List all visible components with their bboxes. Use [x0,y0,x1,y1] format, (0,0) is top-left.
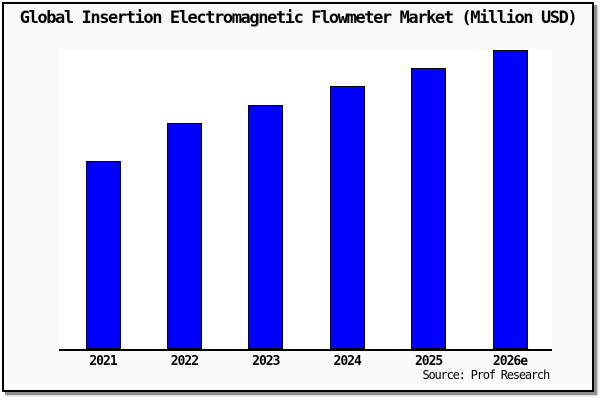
bar-2022 [167,123,202,349]
bar-2021 [86,161,121,349]
bar-2023 [248,105,283,349]
x-tick-label-2026e: 2026e [492,354,528,369]
chart-card: Global Insertion Electromagnetic Flowmet… [2,2,594,392]
x-axis-labels: 2021 2022 2023 2024 2025 2026e [59,354,552,372]
x-tick-label-2022: 2022 [170,354,199,369]
bar-2026e [493,50,528,349]
x-tick-label-2021: 2021 [89,354,117,369]
source-credit: Source: Prof Research [422,368,550,382]
bar-2025 [411,68,446,349]
bar-2024 [330,86,365,349]
x-tick-label-2025: 2025 [414,354,443,369]
x-tick-label-2024: 2024 [333,354,362,369]
x-tick-label-2023: 2023 [252,354,280,369]
plot-area [59,49,552,351]
chart-title: Global Insertion Electromagnetic Flowmet… [19,8,578,28]
